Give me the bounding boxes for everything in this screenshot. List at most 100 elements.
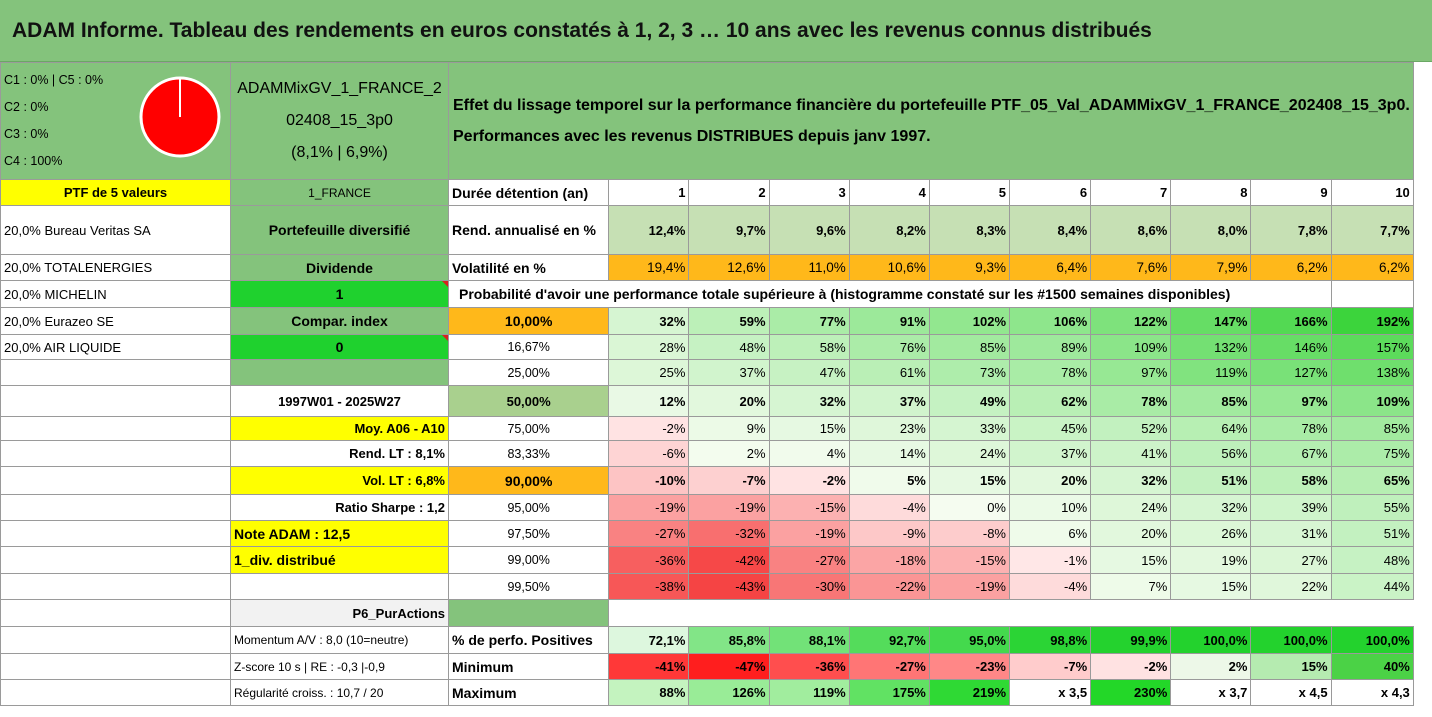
probability-threshold: 25,00% bbox=[447, 359, 610, 386]
probability-value: 28% bbox=[608, 334, 690, 360]
probability-value: 62% bbox=[1008, 385, 1092, 417]
diversified-label: Portefeuille diversifié bbox=[230, 205, 449, 255]
probability-value: 192% bbox=[1330, 307, 1414, 335]
positives-value: 98,8% bbox=[1008, 626, 1092, 654]
empty-cell bbox=[230, 359, 449, 386]
probability-value: -19% bbox=[688, 494, 770, 521]
year-header: 5 bbox=[928, 179, 1011, 206]
vol-value: 12,6% bbox=[688, 254, 770, 281]
empty-cell bbox=[1330, 280, 1414, 308]
probability-value: 15% bbox=[1090, 546, 1172, 574]
minimum-value: -41% bbox=[608, 653, 690, 680]
rend-value: 12,4% bbox=[608, 205, 690, 255]
probability-value: -8% bbox=[928, 520, 1011, 547]
probability-value: -15% bbox=[768, 494, 850, 521]
class-line: C1 : 0% | C5 : 0% bbox=[4, 73, 104, 87]
probability-value: -19% bbox=[928, 573, 1011, 600]
probability-value: 58% bbox=[1250, 466, 1332, 495]
table-row: 20,0% Bureau Veritas SA Portefeuille dive… bbox=[0, 205, 1414, 255]
regularite-label: Régularité croiss. : 10,7 / 20 bbox=[230, 679, 449, 706]
class-line: C2 : 0% bbox=[4, 100, 49, 114]
probability-value: 127% bbox=[1250, 359, 1332, 386]
probability-value: 32% bbox=[1090, 466, 1172, 495]
empty-cell bbox=[447, 599, 610, 627]
empty-cell bbox=[608, 599, 1414, 627]
probability-value: 27% bbox=[1250, 546, 1332, 574]
probability-value: 85% bbox=[1170, 385, 1252, 417]
empty-cell bbox=[0, 653, 231, 680]
empty-cell bbox=[0, 359, 231, 386]
maximum-value: 175% bbox=[848, 679, 930, 706]
minimum-value: 40% bbox=[1330, 653, 1414, 680]
empty-cell bbox=[0, 440, 231, 467]
probability-threshold: 99,50% bbox=[447, 573, 610, 600]
maximum-label: Maximum bbox=[447, 679, 610, 706]
table-row: 99,50% -38% -43% -30% -22% -19% -4% 7% 15% 22% 44% bbox=[0, 573, 1414, 600]
year-header: 1 bbox=[608, 179, 690, 206]
zscore-label: Z-score 10 s | RE : -0,3 |-0,9 bbox=[230, 653, 449, 680]
probability-label: Probabilité d'avoir une performance tota… bbox=[448, 280, 1332, 308]
effect-description: Effet du lissage temporel sur la perform… bbox=[448, 62, 1414, 180]
probability-value: -36% bbox=[608, 546, 690, 574]
rend-value: 8,3% bbox=[928, 205, 1011, 255]
table-row: 1_div. distribué 99,00% -36% -42% -27% -18% -1… bbox=[0, 546, 1414, 574]
holding-item: 20,0% MICHELIN bbox=[0, 280, 231, 308]
minimum-value: 15% bbox=[1250, 653, 1332, 680]
probability-value: 138% bbox=[1330, 359, 1414, 386]
probability-value: 15% bbox=[928, 466, 1011, 495]
probability-value: 65% bbox=[1330, 466, 1414, 495]
allocation-pie-chart bbox=[139, 76, 221, 158]
probability-value: 76% bbox=[848, 334, 930, 360]
probability-threshold: 50,00% bbox=[447, 385, 610, 417]
empty-cell bbox=[0, 494, 231, 521]
probability-value: -19% bbox=[608, 494, 690, 521]
probability-value: 45% bbox=[1008, 416, 1092, 441]
positives-value: 100,0% bbox=[1170, 626, 1252, 654]
positives-value: 88,1% bbox=[768, 626, 850, 654]
probability-value: 31% bbox=[1250, 520, 1332, 547]
ptf-label: PTF de 5 valeurs bbox=[0, 179, 231, 206]
rend-value: 7,7% bbox=[1330, 205, 1414, 255]
probability-value: -15% bbox=[928, 546, 1011, 574]
probability-value: 23% bbox=[848, 416, 930, 441]
probability-value: -18% bbox=[848, 546, 930, 574]
probability-value: -2% bbox=[608, 416, 690, 441]
probability-value: -4% bbox=[1008, 573, 1092, 600]
vol-value: 9,3% bbox=[928, 254, 1011, 281]
rend-value: 8,2% bbox=[848, 205, 930, 255]
empty-cell bbox=[230, 573, 449, 600]
table-row: Z-score 10 s | RE : -0,3 |-0,9 Minimum -41… bbox=[0, 653, 1414, 680]
maximum-value: 126% bbox=[688, 679, 770, 706]
vol-value: 6,4% bbox=[1008, 254, 1092, 281]
portfolio-name: ADAMMixGV_1_FRANCE_2 02408_15_3p0 (8,1% | … bbox=[230, 62, 449, 180]
probability-value: 15% bbox=[768, 416, 850, 441]
probability-value: 89% bbox=[1008, 334, 1092, 360]
probability-value: 15% bbox=[1170, 573, 1252, 600]
probability-value: 85% bbox=[928, 334, 1011, 360]
rend-value: 8,6% bbox=[1090, 205, 1172, 255]
probability-value: 14% bbox=[848, 440, 930, 467]
probability-value: 24% bbox=[1090, 494, 1172, 521]
table-row: P6_PurActions bbox=[0, 599, 1414, 627]
year-header: 3 bbox=[768, 179, 850, 206]
table-row: Momentum A/V : 8,0 (10=neutre)% de perfo… bbox=[0, 626, 1414, 654]
probability-value: 7% bbox=[1090, 573, 1172, 600]
vol-value: 6,2% bbox=[1330, 254, 1414, 281]
probability-value: 49% bbox=[928, 385, 1011, 417]
probability-value: -6% bbox=[608, 440, 690, 467]
probability-value: 37% bbox=[848, 385, 930, 417]
maximum-value: x 3,5 bbox=[1008, 679, 1092, 706]
maximum-value: x 4,5 bbox=[1250, 679, 1332, 706]
portfolio-name-line: ADAMMixGV_1_FRANCE_2 bbox=[237, 80, 442, 97]
rend-value: 9,6% bbox=[768, 205, 850, 255]
vol-value: 7,9% bbox=[1170, 254, 1252, 281]
duration-label: Durée détention (an) bbox=[447, 179, 610, 206]
moy-label: Moy. A06 - A10 bbox=[230, 416, 449, 441]
probability-value: 157% bbox=[1330, 334, 1414, 360]
probability-value: 97% bbox=[1090, 359, 1172, 386]
portfolio-name-line: 02408_15_3p0 bbox=[286, 112, 393, 129]
year-header: 6 bbox=[1008, 179, 1092, 206]
probability-value: 51% bbox=[1330, 520, 1414, 547]
returns-table: C1 : 0% | C5 : 0% C2 : 0% C3 : 0% C4 : 100%… bbox=[0, 62, 1414, 706]
rend-lt-label: Rend. LT : 8,1% bbox=[230, 440, 449, 467]
